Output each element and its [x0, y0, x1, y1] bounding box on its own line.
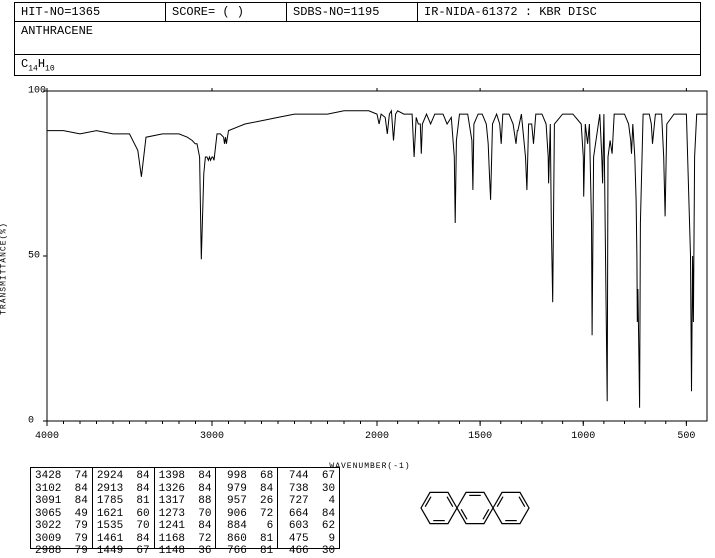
- peak-column: 2924 842913 841785 811621 601535 701461 …: [93, 468, 155, 548]
- peak-entry: 603 62: [282, 520, 335, 533]
- ir-info-cell: IR-NIDA-61372 : KBR DISC: [418, 3, 700, 21]
- molecule-structure: [365, 467, 700, 549]
- chart-svg: [30, 86, 710, 441]
- peak-entry: 1317 88: [159, 495, 212, 508]
- header-row: HIT-NO=1365 SCORE= ( ) SDBS-NO=1195 IR-N…: [14, 2, 701, 22]
- y-axis-label: TRANSMITTANCE(%): [0, 222, 9, 315]
- peak-entry: 860 81: [220, 533, 273, 546]
- peak-table: 3428 743102 843091 843065 493022 793009 …: [30, 467, 340, 549]
- peak-entry: 957 26: [220, 495, 273, 508]
- peak-entry: 3009 79: [35, 533, 88, 546]
- x-tick-label: 4000: [35, 431, 59, 442]
- peak-column: 744 67 738 30 727 4 664 84 603 62 475 9 …: [278, 468, 339, 548]
- peak-entry: 766 81: [220, 545, 273, 558]
- hit-no-cell: HIT-NO=1365: [15, 3, 166, 21]
- peak-entry: 3022 79: [35, 520, 88, 533]
- peak-entry: 2988 79: [35, 545, 88, 558]
- sdbs-no-cell: SDBS-NO=1195: [287, 3, 418, 21]
- peak-entry: 906 72: [220, 508, 273, 521]
- peak-column: 998 68 979 84 957 26 906 72 884 6 860 81…: [216, 468, 278, 548]
- peak-entry: 1461 84: [97, 533, 150, 546]
- compound-name: ANTHRACENE: [14, 22, 701, 55]
- peak-entry: 1326 84: [159, 483, 212, 496]
- x-tick-label: 3000: [200, 431, 224, 442]
- score-cell: SCORE= ( ): [166, 3, 287, 21]
- ir-spectrum-chart: TRANSMITTANCE(%) WAVENUMBER(-1) 050100 4…: [30, 86, 710, 441]
- peak-entry: 2924 84: [97, 470, 150, 483]
- peak-entry: 475 9: [282, 533, 335, 546]
- peak-entry: 744 67: [282, 470, 335, 483]
- peak-entry: 3091 84: [35, 495, 88, 508]
- peak-entry: 979 84: [220, 483, 273, 496]
- page: HIT-NO=1365 SCORE= ( ) SDBS-NO=1195 IR-N…: [0, 2, 715, 555]
- x-tick-label: 500: [677, 431, 695, 442]
- peak-entry: 664 84: [282, 508, 335, 521]
- peak-entry: 998 68: [220, 470, 273, 483]
- peak-entry: 1148 36: [159, 545, 212, 558]
- peak-entry: 466 30: [282, 545, 335, 558]
- peak-entry: 1398 84: [159, 470, 212, 483]
- formula: C14H10: [14, 55, 701, 76]
- peak-entry: 3065 49: [35, 508, 88, 521]
- peak-entry: 1273 70: [159, 508, 212, 521]
- peak-entry: 727 4: [282, 495, 335, 508]
- peak-entry: 1621 60: [97, 508, 150, 521]
- molecule-svg: [365, 467, 585, 549]
- peak-entry: 884 6: [220, 520, 273, 533]
- peak-entry: 3428 74: [35, 470, 88, 483]
- peak-column: 1398 841326 841317 881273 701241 841168 …: [155, 468, 217, 548]
- peak-entry: 1241 84: [159, 520, 212, 533]
- x-tick-label: 1500: [468, 431, 492, 442]
- peak-entry: 2913 84: [97, 483, 150, 496]
- x-tick-label: 2000: [365, 431, 389, 442]
- peak-entry: 1785 81: [97, 495, 150, 508]
- peak-column: 3428 743102 843091 843065 493022 793009 …: [31, 468, 93, 548]
- peak-entry: 1168 72: [159, 533, 212, 546]
- peak-entry: 1535 70: [97, 520, 150, 533]
- x-tick-label: 1000: [571, 431, 595, 442]
- peak-entry: 738 30: [282, 483, 335, 496]
- bottom-row: 3428 743102 843091 843065 493022 793009 …: [30, 467, 700, 549]
- peak-entry: 1449 67: [97, 545, 150, 558]
- peak-entry: 3102 84: [35, 483, 88, 496]
